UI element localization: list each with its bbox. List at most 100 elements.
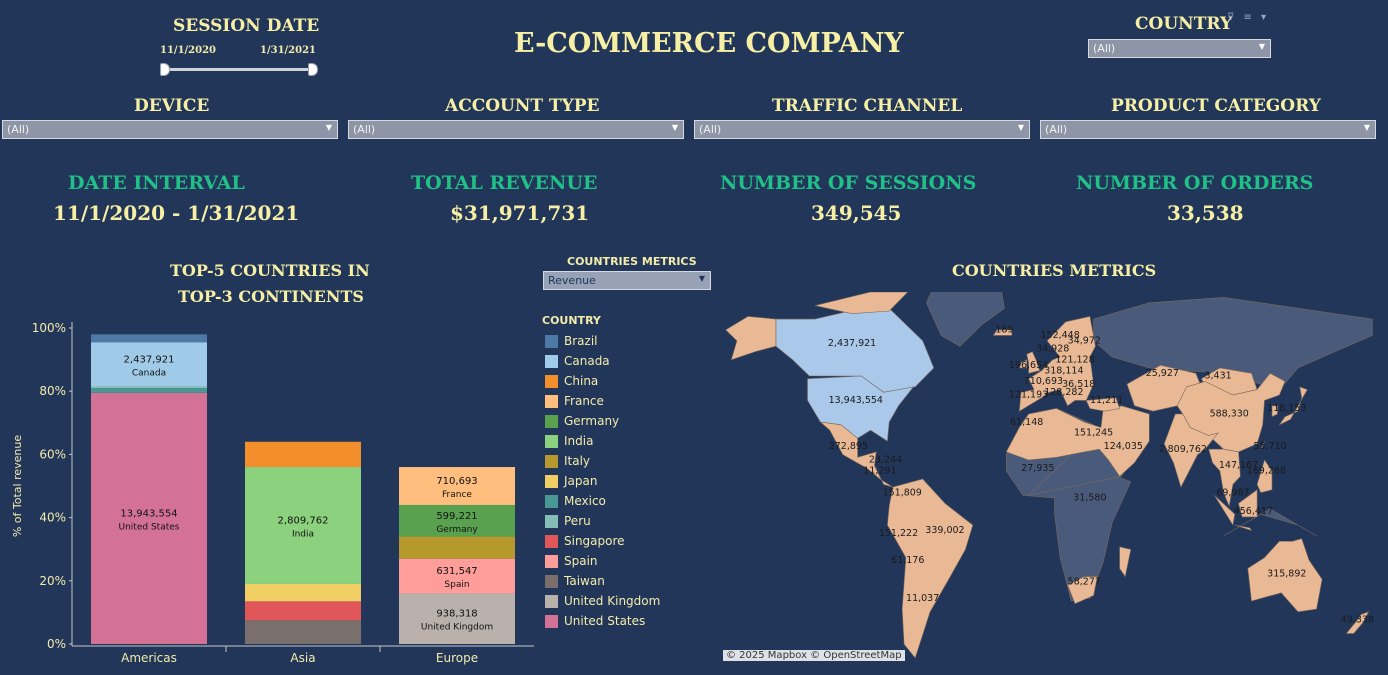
map-value-label: 55,710 bbox=[1253, 441, 1286, 452]
map-value-label: 196,654 bbox=[1009, 360, 1048, 371]
metric-dropdown[interactable]: Revenue ▼ bbox=[543, 271, 711, 290]
map-value-label: 31,580 bbox=[1073, 493, 1106, 504]
madagascar-shape[interactable] bbox=[1119, 546, 1132, 578]
map-value-label: 151,245 bbox=[1074, 428, 1113, 439]
account-type-filter-title: ACCOUNT TYPE bbox=[445, 96, 600, 116]
map-value-label: 34,928 bbox=[1036, 344, 1069, 355]
sumatra-shape[interactable] bbox=[1214, 495, 1236, 526]
new-zealand-shape[interactable] bbox=[1345, 611, 1370, 634]
product-category-dropdown[interactable]: (All) ▼ bbox=[1040, 120, 1376, 139]
bar-value-label: 631,547 bbox=[436, 566, 477, 577]
product-category-dropdown-value: (All) bbox=[1045, 123, 1068, 136]
date-range-slider[interactable] bbox=[165, 68, 315, 71]
turkey-shape[interactable] bbox=[1085, 397, 1120, 412]
ireland-shape[interactable] bbox=[1018, 359, 1028, 369]
bar-country-label: Canada bbox=[132, 368, 166, 378]
southeast-asia-shape[interactable] bbox=[1208, 448, 1241, 508]
south-america-shape[interactable] bbox=[887, 478, 974, 659]
bar-segment[interactable] bbox=[91, 334, 207, 343]
bar-value-label: 2,809,762 bbox=[278, 516, 329, 527]
account-type-dropdown[interactable]: (All) ▼ bbox=[348, 120, 684, 139]
map-value-label: 13,943,554 bbox=[829, 395, 883, 406]
chevron-down-icon: ▼ bbox=[698, 274, 705, 283]
bar-segment[interactable] bbox=[399, 504, 515, 537]
java-shape[interactable] bbox=[1234, 524, 1253, 532]
south-africa-shape[interactable] bbox=[1067, 576, 1098, 605]
bar-segment[interactable] bbox=[245, 583, 361, 602]
iceland-shape[interactable] bbox=[992, 329, 1013, 336]
map-title: COUNTRIES METRICS bbox=[952, 261, 1157, 280]
country-dropdown[interactable]: (All) ▼ bbox=[1088, 39, 1271, 58]
traffic-channel-dropdown[interactable]: (All) ▼ bbox=[694, 120, 1030, 139]
map-value-label: 151,809 bbox=[883, 487, 922, 498]
uk-shape[interactable] bbox=[1026, 351, 1041, 374]
map-value-label: 27,935 bbox=[1021, 463, 1054, 474]
bar-segment[interactable] bbox=[91, 386, 207, 389]
map-value-label: 588,330 bbox=[1210, 409, 1249, 420]
legend-swatch bbox=[545, 335, 558, 348]
bar-segment[interactable] bbox=[399, 593, 515, 644]
borneo-shape[interactable] bbox=[1238, 489, 1258, 518]
bar-segment[interactable] bbox=[245, 441, 361, 468]
legend-label: United States bbox=[564, 614, 646, 628]
legend-swatch bbox=[545, 615, 558, 628]
country-filter-title: COUNTRY bbox=[1135, 14, 1233, 34]
taiwan-shape[interactable] bbox=[1260, 440, 1265, 450]
indonesia-shape[interactable] bbox=[1223, 508, 1317, 537]
arctic-islands-shape[interactable] bbox=[814, 292, 909, 315]
bar-value-label: 710,693 bbox=[436, 476, 477, 487]
legend-swatch bbox=[545, 375, 558, 388]
bar-segment[interactable] bbox=[399, 558, 515, 594]
bar-segment[interactable] bbox=[245, 620, 361, 644]
bar-value-label: 2,437,921 bbox=[124, 354, 175, 365]
map-value-label: 49,338 bbox=[1341, 615, 1374, 626]
kpi-date-interval-value: 11/1/2020 - 1/31/2021 bbox=[53, 201, 300, 225]
map-value-label: 147,167 bbox=[1219, 460, 1258, 471]
metric-selector-title: COUNTRIES METRICS bbox=[567, 255, 697, 268]
greenland-shape[interactable] bbox=[926, 292, 1005, 347]
map-value-label: 189 bbox=[995, 325, 1013, 336]
korea-shape[interactable] bbox=[1271, 405, 1278, 418]
bar-segment[interactable] bbox=[91, 342, 207, 387]
bar-segment[interactable] bbox=[245, 467, 361, 584]
legend-label: Singapore bbox=[564, 534, 625, 548]
bar-segment[interactable] bbox=[91, 388, 207, 393]
bar-segment[interactable] bbox=[399, 467, 515, 505]
map-value-label: 61,176 bbox=[891, 555, 924, 566]
slider-end-handle[interactable] bbox=[308, 63, 318, 76]
map-value-label: 456,417 bbox=[1234, 506, 1273, 517]
x-tick-label: Europe bbox=[436, 651, 478, 665]
australia-shape[interactable] bbox=[1247, 538, 1323, 613]
y-tick-label: 60% bbox=[39, 447, 66, 461]
legend-swatch bbox=[545, 395, 558, 408]
legend-swatch bbox=[545, 475, 558, 488]
map-value-label: 128,282 bbox=[1044, 387, 1083, 398]
kpi-sessions-title: NUMBER OF SESSIONS bbox=[720, 172, 977, 194]
country-dropdown-value: (All) bbox=[1093, 42, 1116, 55]
legend-label: China bbox=[564, 374, 599, 388]
filter-toolbar-icon[interactable]: ⊽ ≡ ▾ bbox=[1227, 12, 1270, 23]
europe-shape[interactable] bbox=[1018, 316, 1096, 412]
bar-country-label: United Kingdom bbox=[421, 623, 493, 633]
india-shape[interactable] bbox=[1163, 413, 1219, 488]
bar-country-label: United States bbox=[119, 522, 180, 532]
date-start-label: 11/1/2020 bbox=[160, 45, 217, 56]
slider-start-handle[interactable] bbox=[160, 63, 170, 76]
y-tick-label: 20% bbox=[39, 574, 66, 588]
legend-swatch bbox=[545, 355, 558, 368]
map-value-label: 710,693 bbox=[1024, 376, 1063, 387]
legend-label: Spain bbox=[564, 554, 598, 568]
mexico-shape[interactable] bbox=[819, 421, 894, 488]
device-dropdown[interactable]: (All) ▼ bbox=[2, 120, 338, 139]
bar-segment[interactable] bbox=[399, 536, 515, 559]
kpi-total-revenue-title: TOTAL REVENUE bbox=[411, 172, 598, 194]
philippines-shape[interactable] bbox=[1256, 459, 1273, 493]
bar-segment[interactable] bbox=[245, 601, 361, 621]
bar-segment[interactable] bbox=[91, 392, 207, 644]
alaska-shape[interactable] bbox=[725, 316, 777, 361]
mena-shape[interactable] bbox=[1005, 405, 1150, 477]
legend-swatch bbox=[545, 535, 558, 548]
japan-shape[interactable] bbox=[1278, 386, 1308, 426]
y-tick-label: 100% bbox=[32, 321, 66, 335]
